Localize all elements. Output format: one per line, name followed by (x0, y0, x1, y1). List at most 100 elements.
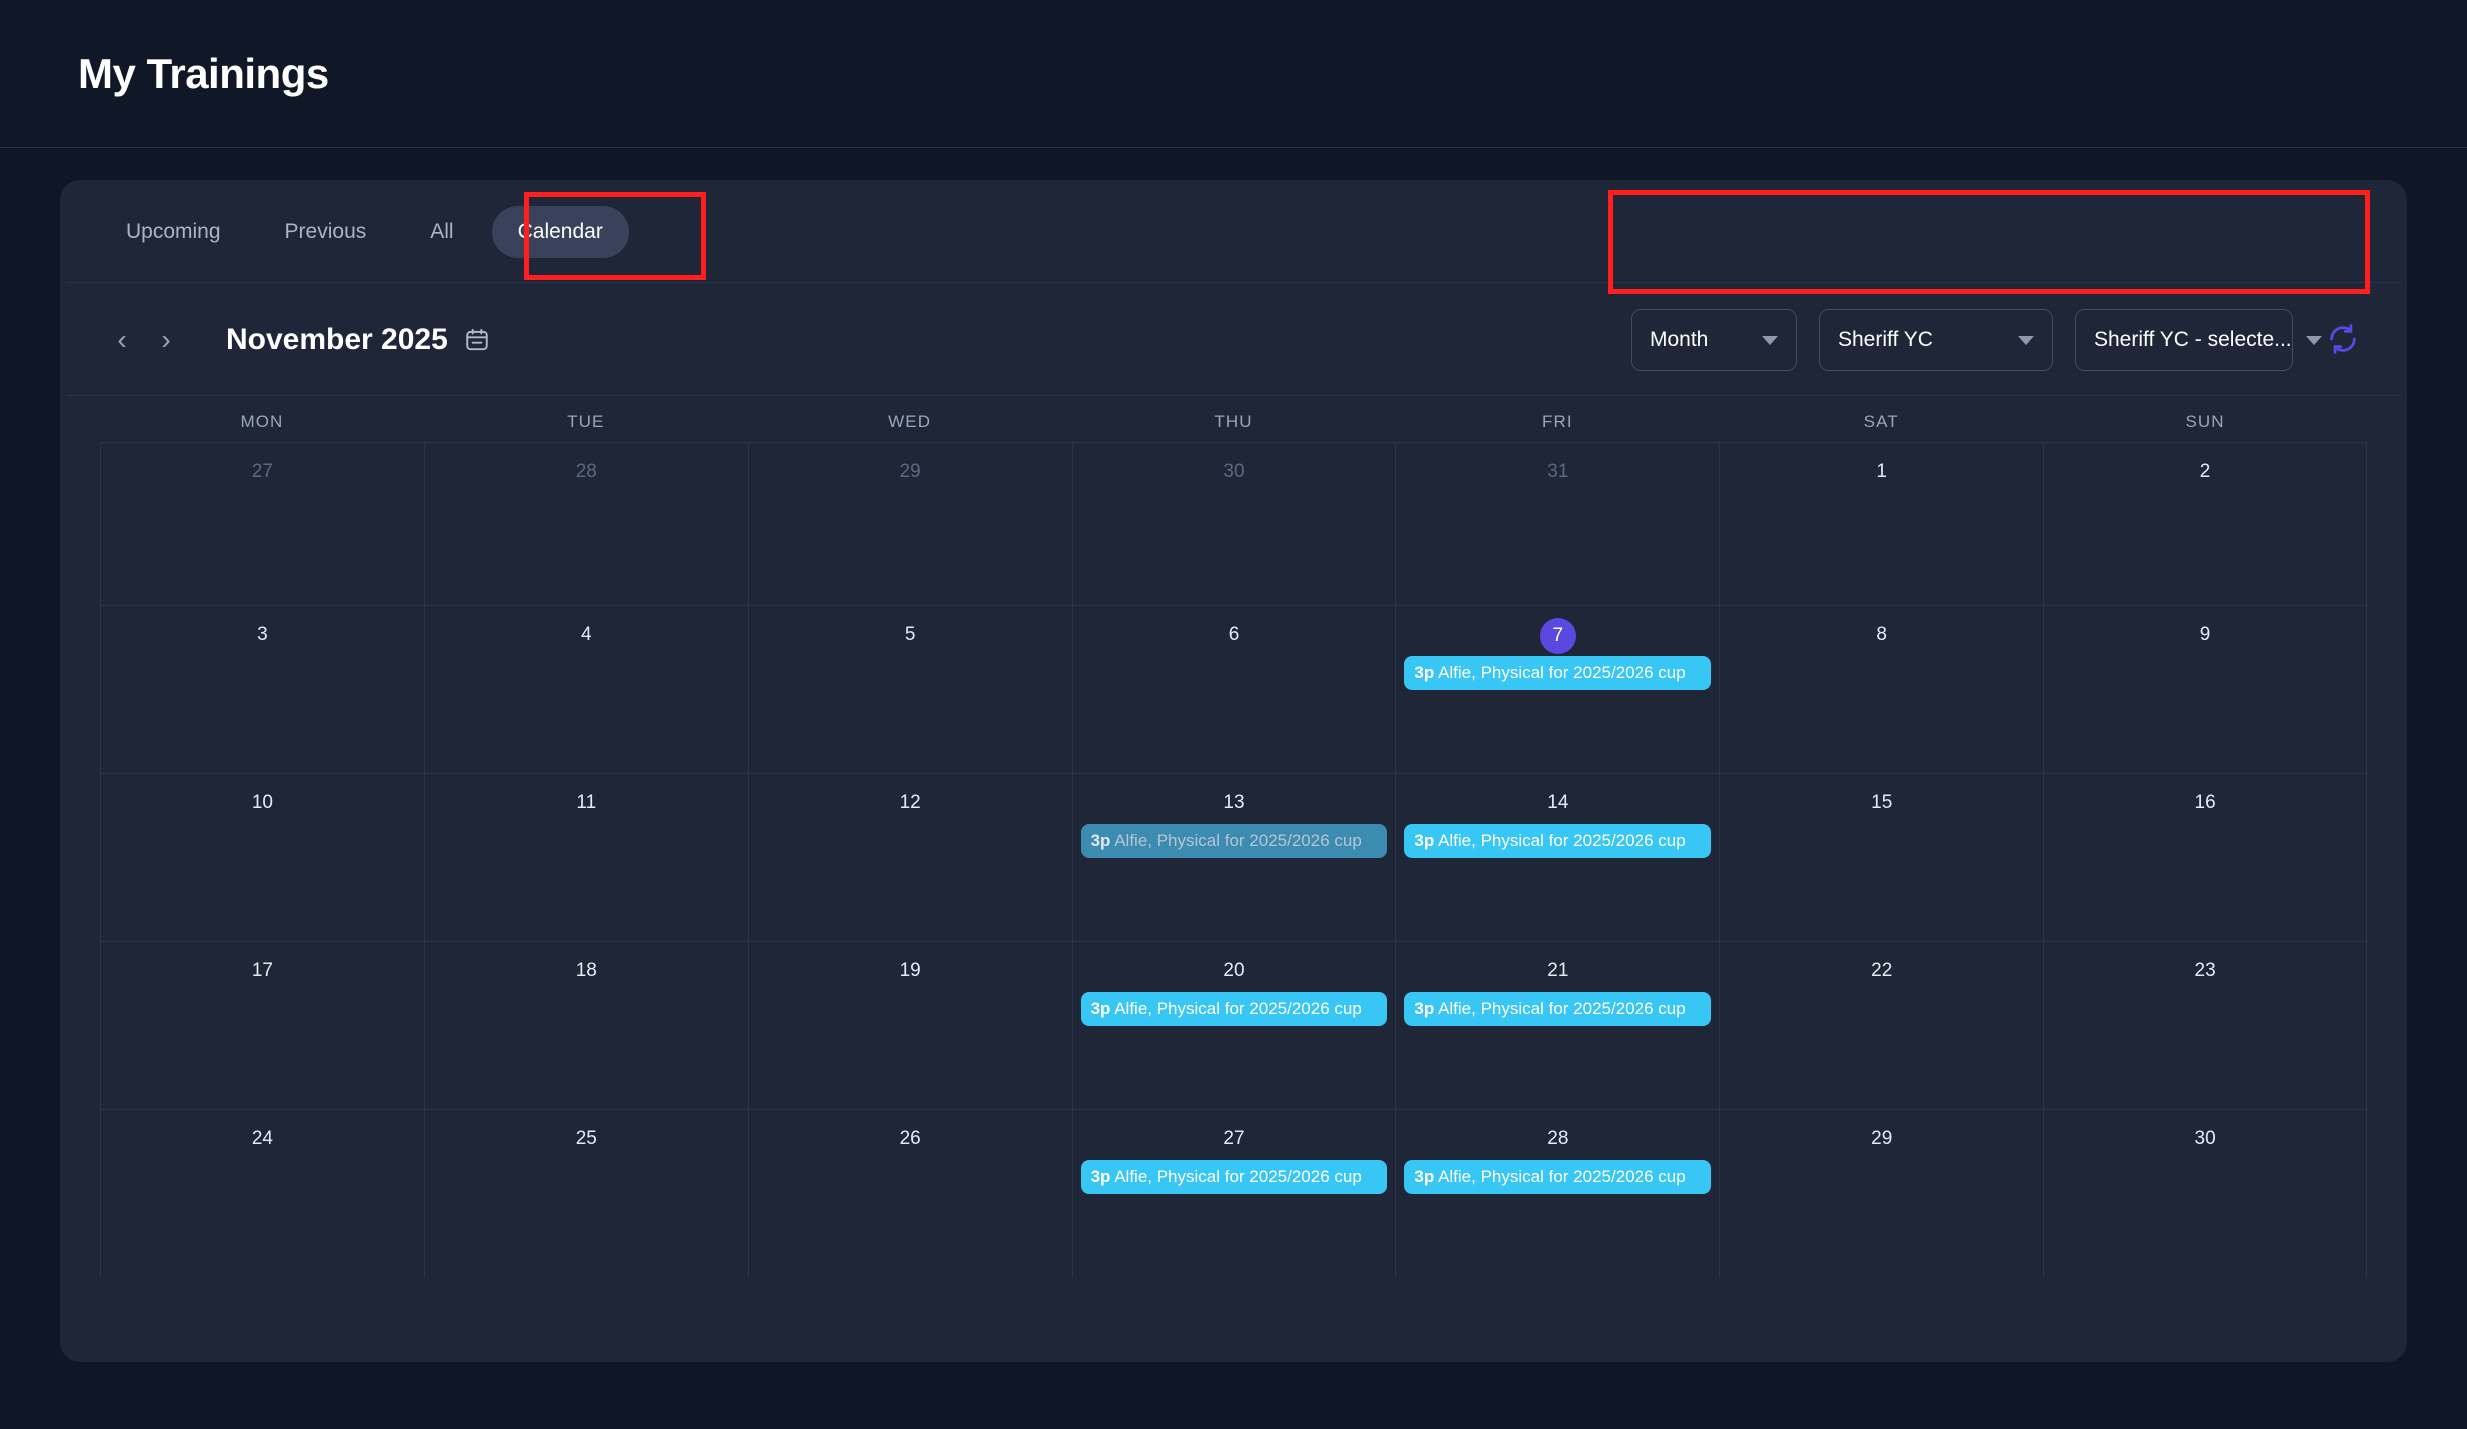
calendar-day-cell[interactable]: 3 (100, 606, 424, 774)
selection-select[interactable]: Sheriff YC - selecte... (2075, 309, 2322, 371)
calendar-day-cell[interactable]: 11 (423, 774, 748, 942)
calendar-day-cell[interactable]: 8 (1719, 606, 2044, 774)
calendar-day-cell[interactable]: 10 (100, 774, 424, 942)
calendar-event-chip[interactable]: 3p Alfie, Physical for 2025/2026 cup (1404, 992, 1712, 1026)
day-number: 12 (899, 792, 921, 813)
event-title: Alfie, Physical for 2025/2026 cup (1114, 1167, 1362, 1186)
calendar-day-cell[interactable]: 14 3p Alfie, Physical for 2025/2026 cup (1395, 774, 1720, 942)
refresh-button[interactable] (2319, 316, 2367, 364)
calendar-week-row: 27 28 29 30 31 1 2 (100, 442, 2367, 606)
calendar-day-cell[interactable]: 13 3p Alfie, Physical for 2025/2026 cup (1071, 774, 1396, 942)
chevron-down-icon (2305, 335, 2322, 345)
calendar-day-cell[interactable]: 28 3p Alfie, Physical for 2025/2026 cup (1395, 1110, 1719, 1278)
content-area: Upcoming Previous All Calendar ‹ › November… (0, 148, 2467, 1362)
calendar-day-cell[interactable]: 23 (2043, 942, 2367, 1110)
day-header-tue: TUE (567, 412, 605, 431)
day-number: 28 (1547, 1128, 1569, 1149)
calendar-day-cell[interactable]: 15 (1719, 774, 2044, 942)
day-number: 9 (2199, 624, 2211, 645)
day-header-sun: SUN (2185, 412, 2225, 431)
day-number: 23 (2194, 960, 2216, 981)
calendar-day-cell[interactable]: 31 (1395, 442, 1720, 606)
calendar-day-cell[interactable]: 22 (1719, 942, 2044, 1110)
month-label-group: November 2025 (226, 323, 490, 357)
calendar-day-cell[interactable]: 12 (747, 774, 1072, 942)
day-number: 22 (1871, 960, 1893, 981)
view-mode-value: Month (1650, 328, 1709, 351)
event-title: Alfie, Physical for 2025/2026 cup (1438, 663, 1686, 682)
day-number: 29 (1871, 1128, 1893, 1149)
day-number: 10 (251, 792, 273, 813)
team-select[interactable]: Sheriff YC (1819, 309, 2053, 371)
calendar-day-cell[interactable]: 4 (423, 606, 748, 774)
calendar-week-row: 17 18 19 20 3p Alfie, Physical for 2025/2026… (100, 942, 2367, 1110)
calendar-day-cell[interactable]: 7 3p Alfie, Physical for 2025/2026 cup (1395, 606, 1720, 774)
calendar-event-chip[interactable]: 3p Alfie, Physical for 2025/2026 cup (1080, 992, 1388, 1026)
calendar-day-cell[interactable]: 27 3p Alfie, Physical for 2025/2026 cup (1071, 1110, 1396, 1278)
day-number: 21 (1547, 960, 1569, 981)
view-mode-select[interactable]: Month (1631, 309, 1797, 371)
calendar-event-chip[interactable]: 3p Alfie, Physical for 2025/2026 cup (1404, 656, 1712, 690)
day-number: 18 (575, 960, 597, 981)
calendar-day-cell[interactable]: 24 (100, 1110, 424, 1278)
day-number: 24 (251, 1128, 273, 1149)
calendar-icon[interactable] (464, 327, 490, 353)
calendar-day-cell[interactable]: 16 (2043, 774, 2367, 942)
calendar-event-chip[interactable]: 3p Alfie, Physical for 2025/2026 cup (1080, 824, 1388, 858)
calendar-event-chip[interactable]: 3p Alfie, Physical for 2025/2026 cup (1404, 824, 1712, 858)
calendar-grid: MON TUE WED THU FRI SAT SUN 27 28 29 30 31 1 2 3 4 5 6 7 3… (66, 396, 2401, 1278)
tab-calendar[interactable]: Calendar (491, 206, 629, 258)
calendar-weeks: 27 28 29 30 31 1 2 3 4 5 6 7 3p Alfie, Physical for … (100, 442, 2367, 1278)
calendar-event-chip[interactable]: 3p Alfie, Physical for 2025/2026 cup (1080, 1160, 1388, 1194)
calendar-day-cell[interactable]: 6 (1071, 606, 1396, 774)
day-header-thu: THU (1214, 412, 1253, 431)
day-number: 6 (1228, 624, 1240, 645)
calendar-event-chip[interactable]: 3p Alfie, Physical for 2025/2026 cup (1404, 1160, 1712, 1194)
day-number: 29 (899, 461, 921, 482)
event-time: 3p (1414, 831, 1435, 850)
calendar-day-cell[interactable]: 25 (423, 1110, 748, 1278)
calendar-day-cell[interactable]: 18 (423, 942, 748, 1110)
refresh-icon (2326, 322, 2360, 359)
calendar-day-cell[interactable]: 5 (747, 606, 1072, 774)
calendar-filters: Month Sheriff YC Sheriff YC - selecte... (1631, 309, 2367, 371)
day-number: 3 (257, 624, 268, 645)
day-number: 30 (1223, 461, 1245, 482)
calendar-week-row: 24 25 26 27 3p Alfie, Physical for 2025/2026… (100, 1110, 2367, 1278)
next-month-button[interactable]: › (144, 318, 188, 362)
day-number: 2 (2199, 461, 2211, 482)
calendar-day-cell[interactable]: 9 (2043, 606, 2367, 774)
event-title: Alfie, Physical for 2025/2026 cup (1114, 999, 1362, 1018)
day-of-week-header: MON TUE WED THU FRI SAT SUN (100, 396, 2367, 442)
calendar-day-cell[interactable]: 29 (747, 442, 1072, 606)
current-month-label: November 2025 (226, 323, 448, 356)
calendar-day-cell[interactable]: 19 (747, 942, 1072, 1110)
tab-upcoming[interactable]: Upcoming (126, 220, 221, 243)
day-number: 28 (575, 461, 597, 482)
calendar-day-cell[interactable]: 2 (2043, 442, 2367, 606)
calendar-day-cell[interactable]: 20 3p Alfie, Physical for 2025/2026 cup (1071, 942, 1396, 1110)
day-number: 19 (899, 960, 921, 981)
calendar-day-cell[interactable]: 30 (1071, 442, 1396, 606)
calendar-day-cell[interactable]: 21 3p Alfie, Physical for 2025/2026 cup (1395, 942, 1720, 1110)
day-number: 5 (904, 624, 916, 645)
prev-month-button[interactable]: ‹ (100, 318, 144, 362)
day-number: 31 (1547, 461, 1569, 482)
day-number: 15 (1871, 792, 1893, 813)
calendar-day-cell[interactable]: 28 (423, 442, 748, 606)
calendar-day-cell[interactable]: 30 (2043, 1110, 2367, 1278)
calendar-day-cell[interactable]: 17 (100, 942, 424, 1110)
day-number: 8 (1876, 624, 1887, 645)
calendar-day-cell[interactable]: 1 (1719, 442, 2044, 606)
day-number: 11 (576, 792, 597, 813)
calendar-day-cell[interactable]: 29 (1719, 1110, 2043, 1278)
selection-value: Sheriff YC - selecte... (2094, 328, 2292, 351)
tab-previous[interactable]: Previous (284, 220, 367, 243)
calendar-toolbar: ‹ › November 2025 Month (66, 283, 2401, 396)
calendar-day-cell[interactable]: 26 (747, 1110, 1072, 1278)
calendar-day-cell[interactable]: 27 (100, 442, 424, 606)
chevron-down-icon (2018, 335, 2034, 345)
day-number: 27 (251, 461, 273, 482)
page-header: My Trainings (0, 0, 2467, 148)
tab-all[interactable]: All (430, 220, 454, 243)
